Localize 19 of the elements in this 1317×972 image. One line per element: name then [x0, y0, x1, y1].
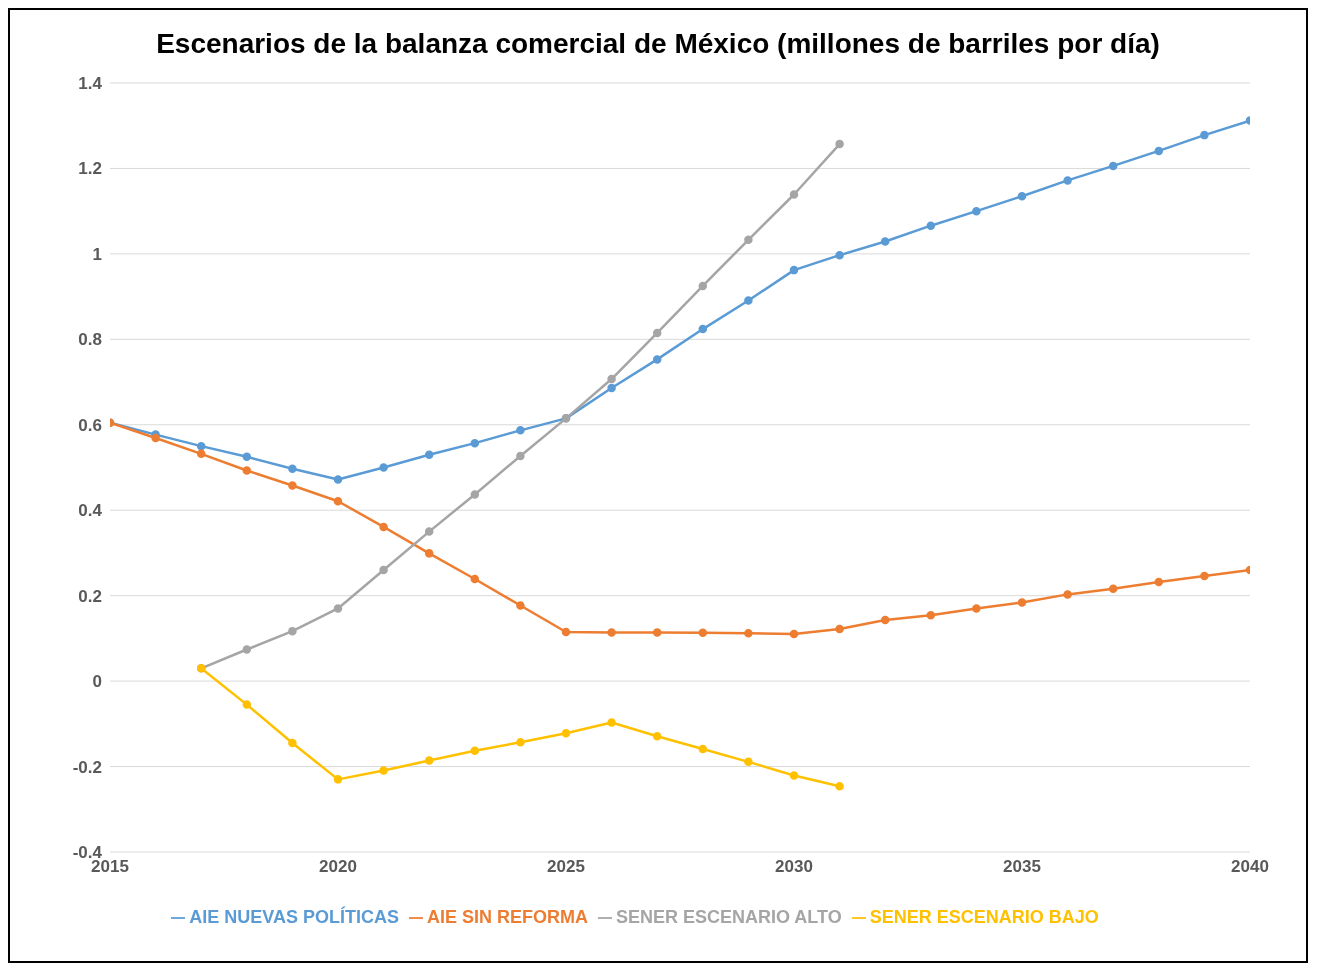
x-tick-label: 2020 [319, 857, 357, 877]
y-tick-label: 1.4 [78, 74, 103, 94]
x-tick-label: 2040 [1231, 857, 1269, 877]
legend-label: AIE NUEVAS POLÍTICAS [189, 907, 399, 927]
legend-label: SENER ESCENARIO BAJO [869, 907, 1099, 927]
y-tick-label: 0.8 [78, 330, 102, 350]
y-tick-label: 0 [92, 672, 102, 692]
y-tick-label: 0.4 [78, 501, 103, 521]
x-tick-label: 2035 [1003, 857, 1041, 877]
legend-label: AIE SIN REFORMA [426, 907, 588, 927]
y-tick-label: 1.2 [78, 159, 102, 179]
x-tick-label: 2025 [547, 857, 585, 877]
y-tick-label: 0.6 [78, 415, 102, 435]
x-tick-label: 2030 [775, 857, 813, 877]
y-tick-label: 0.2 [78, 586, 102, 606]
y-tick-label: -0.2 [72, 757, 102, 777]
y-tick-label: 1 [92, 244, 102, 264]
chart-title: Escenarios de la balanza comercial de México (millones de barriles por día) [155, 28, 1161, 60]
legend-label: SENER ESCENARIO ALTO [615, 907, 842, 927]
